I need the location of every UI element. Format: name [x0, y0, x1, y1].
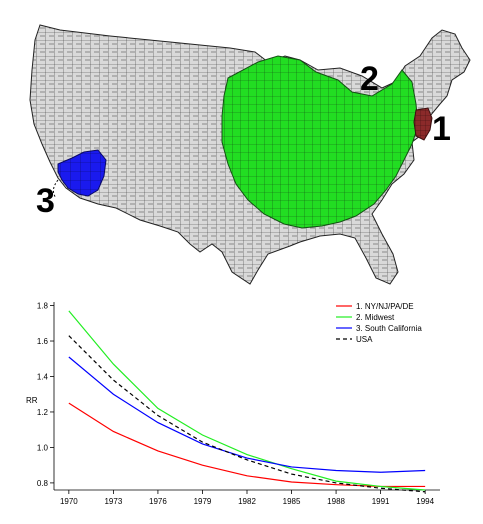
y-tick-label: 1.8	[37, 302, 49, 311]
region-2-midwest	[221, 55, 419, 229]
x-tick-label: 1988	[327, 497, 345, 506]
y-tick-label: 0.8	[37, 479, 49, 488]
y-tick-label: 1.6	[37, 337, 49, 346]
series-lines	[68, 310, 426, 493]
y-ticks: 0.8 1.0 1.2 1.4 1.6 1.8	[37, 302, 54, 488]
series-line-3	[68, 356, 426, 473]
y-axis-label: RR	[26, 396, 38, 405]
legend-entry-4: USA	[356, 335, 373, 344]
y-tick-label: 1.0	[37, 443, 49, 452]
legend-entry-3: 3. South California	[356, 324, 422, 333]
series-line-1	[68, 402, 426, 488]
region-3-south-california	[57, 149, 107, 197]
us-county-map: 2 1 3	[29, 24, 471, 285]
x-tick-label: 1985	[283, 497, 301, 506]
region-3-leader	[52, 179, 59, 199]
x-tick-label: 1982	[238, 497, 256, 506]
x-tick-label: 1970	[60, 497, 78, 506]
x-tick-label: 1976	[149, 497, 167, 506]
x-tick-label: 1973	[104, 497, 122, 506]
relative-risk-line-chart: RR 0.81.01.21.41.61.8 1970 1973 1976 1979 19…	[26, 302, 440, 506]
legend: 1. NY/NJ/PA/DE 2. Midwest 3. South Calif…	[336, 302, 422, 344]
region-label-3: 3	[36, 182, 55, 220]
region-label-1: 1	[432, 110, 451, 148]
legend-entry-1: 1. NY/NJ/PA/DE	[356, 302, 414, 311]
y-tick-label: 1.2	[37, 408, 49, 417]
region-label-2: 2	[360, 60, 379, 98]
legend-entry-2: 2. Midwest	[356, 313, 395, 322]
series-line-2	[68, 310, 426, 491]
x-tick-label: 1979	[194, 497, 212, 506]
x-tick-label: 1991	[372, 497, 390, 506]
x-tick-label: 1994	[416, 497, 434, 506]
region-1-ny-nj-pa-de	[413, 107, 433, 141]
x-ticks: 1970 1973 1976 1979 1982 1985 1988 1991 1994	[60, 490, 435, 506]
y-tick-label: 1.4	[37, 372, 49, 381]
series-line-4	[68, 335, 426, 493]
